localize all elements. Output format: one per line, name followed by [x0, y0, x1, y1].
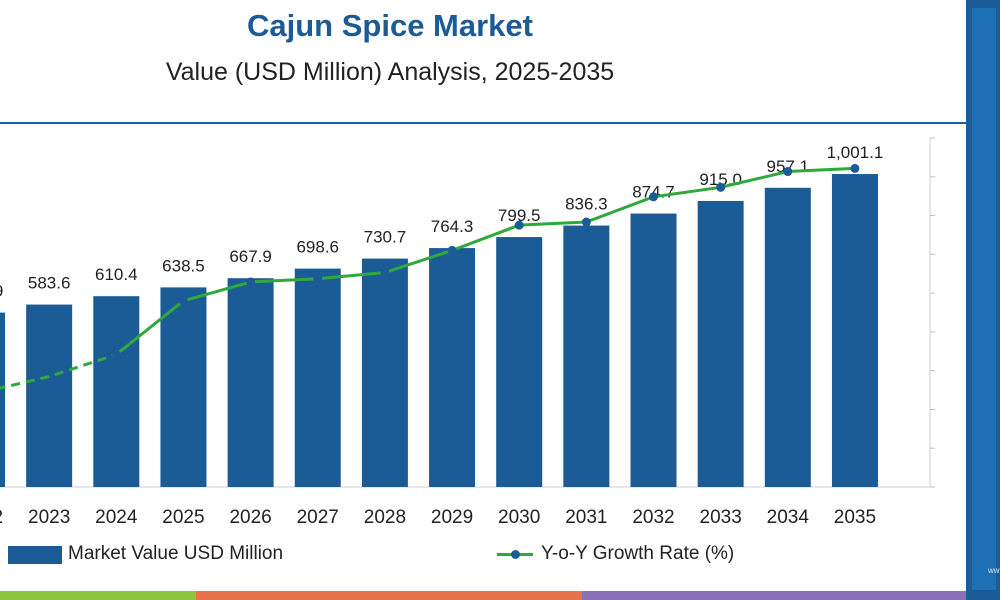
growth-point [111, 350, 121, 360]
legend-line-label: Y-o-Y Growth Rate (%) [541, 543, 735, 564]
chart-canvas: 557.9 583.6 610.4 638.5 667.9 698.6 730.7 764.3… [0, 137, 935, 528]
x-tick-label: 2028 [364, 507, 406, 528]
growth-point [447, 245, 457, 255]
bar [630, 213, 677, 488]
bar-value-label: 1,001.1 [827, 143, 884, 162]
bar [294, 268, 341, 487]
x-tick-label: 2027 [297, 507, 339, 528]
bar [361, 258, 408, 487]
bar-value-label: 730.7 [364, 228, 407, 247]
x-tick-label: 2022 [0, 507, 3, 528]
x-tick-label: 2032 [632, 507, 674, 528]
bar [227, 278, 274, 487]
bar [764, 187, 811, 487]
growth-point [850, 163, 860, 173]
x-tick-label: 2025 [162, 507, 204, 528]
bar-value-label: 638.5 [162, 256, 205, 275]
bar [496, 237, 543, 487]
x-tick-label: 2030 [498, 507, 540, 528]
side-panel-inner [972, 8, 996, 590]
bar [563, 225, 610, 487]
legend-bar-swatch [8, 546, 62, 564]
side-panel-dots: ww [988, 566, 1000, 575]
bar-value-label: 557.9 [0, 282, 3, 301]
growth-line-forecast-dashed [0, 353, 117, 390]
bar-value-label: 799.5 [498, 206, 541, 225]
growth-point [313, 274, 323, 284]
bar [0, 312, 5, 487]
growth-point [649, 192, 658, 202]
x-tick-label: 2035 [834, 507, 876, 528]
x-tick-label: 2033 [700, 507, 742, 528]
bar-value-label: 836.3 [565, 195, 608, 214]
chart-subtitle: Value (USD Million) Analysis, 2025-2035 [165, 58, 615, 86]
growth-point [581, 217, 591, 227]
x-tick-label: 2023 [28, 507, 70, 528]
growth-line [115, 166, 856, 356]
bar-value-label: 874.7 [632, 183, 675, 202]
bar [160, 287, 207, 487]
footer-strip-green [0, 591, 196, 600]
bar-value-label: 583.6 [28, 274, 71, 293]
x-tick-label: 2026 [229, 507, 271, 528]
footer-strip-orange [196, 591, 582, 600]
legend-line-marker [511, 550, 520, 559]
growth-point [783, 167, 793, 177]
x-tick-label: 2029 [431, 507, 473, 528]
x-tick-label: 2034 [767, 507, 810, 528]
bar [429, 248, 476, 487]
growth-point [716, 182, 726, 192]
x-tick-label: 2024 [95, 507, 138, 528]
legend-bar-label: Market Value USD Million [68, 543, 284, 564]
bar [697, 200, 744, 487]
bar-value-label: 764.3 [431, 217, 474, 236]
bar-value-label: 667.9 [229, 247, 272, 266]
header-rule [0, 122, 966, 124]
bar [26, 304, 73, 487]
x-tick-label: 2031 [565, 507, 607, 528]
bar [831, 174, 878, 487]
bar-value-label: 610.4 [95, 265, 138, 284]
growth-point [514, 220, 524, 230]
bar-value-label: 698.6 [296, 238, 339, 257]
bar [93, 296, 140, 487]
chart-title: Cajun Spice Market [247, 8, 533, 43]
growth-point [178, 296, 188, 306]
growth-point [246, 277, 256, 287]
growth-point [380, 267, 390, 277]
footer-strip-purple [582, 591, 966, 600]
